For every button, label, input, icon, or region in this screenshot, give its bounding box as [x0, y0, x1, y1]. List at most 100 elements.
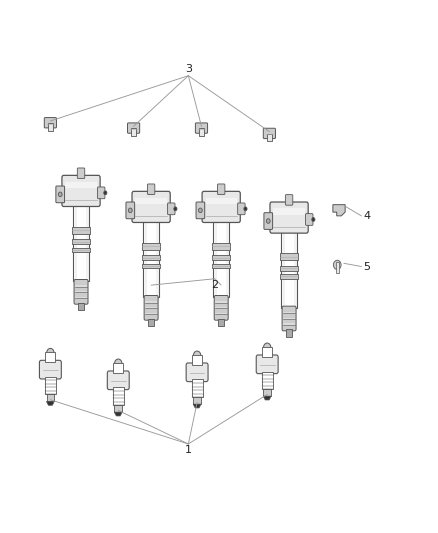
Bar — [145, 313, 157, 314]
FancyBboxPatch shape — [264, 213, 272, 229]
Bar — [273, 208, 305, 215]
Bar — [218, 319, 224, 326]
Bar — [283, 312, 295, 313]
FancyBboxPatch shape — [186, 363, 208, 382]
Bar — [75, 297, 87, 298]
Circle shape — [244, 207, 247, 211]
FancyBboxPatch shape — [98, 187, 105, 199]
Circle shape — [198, 208, 202, 213]
Bar — [286, 329, 292, 337]
Circle shape — [128, 208, 132, 213]
Bar — [280, 266, 298, 271]
Circle shape — [47, 349, 54, 357]
Bar — [72, 239, 90, 244]
Bar — [215, 313, 227, 314]
Bar — [265, 348, 269, 357]
Bar — [135, 198, 167, 204]
Bar — [263, 389, 271, 396]
Polygon shape — [193, 404, 201, 408]
Bar — [267, 134, 272, 141]
Circle shape — [333, 260, 341, 270]
Text: 5: 5 — [364, 262, 371, 271]
Bar — [283, 231, 285, 308]
Circle shape — [174, 207, 177, 211]
FancyBboxPatch shape — [132, 191, 170, 222]
Bar — [46, 352, 55, 362]
Bar — [262, 347, 272, 357]
Bar — [113, 363, 123, 373]
FancyBboxPatch shape — [168, 203, 175, 215]
Text: 3: 3 — [185, 64, 192, 74]
FancyBboxPatch shape — [78, 168, 85, 179]
Bar — [195, 356, 199, 365]
FancyBboxPatch shape — [214, 295, 228, 320]
Bar — [283, 318, 295, 319]
Circle shape — [194, 351, 201, 360]
Bar — [49, 353, 52, 362]
Bar — [280, 253, 298, 260]
Bar — [212, 243, 230, 249]
Text: 2: 2 — [211, 280, 218, 290]
FancyBboxPatch shape — [218, 184, 225, 195]
Bar — [75, 285, 87, 287]
Bar — [46, 394, 54, 401]
FancyBboxPatch shape — [306, 214, 313, 225]
Bar — [86, 204, 89, 281]
Bar — [145, 301, 157, 303]
FancyBboxPatch shape — [148, 184, 155, 195]
Bar — [131, 128, 136, 136]
Bar — [192, 355, 202, 365]
Bar — [213, 220, 229, 297]
Bar — [78, 303, 84, 310]
Bar — [145, 307, 157, 309]
Bar — [212, 264, 230, 268]
Circle shape — [58, 192, 62, 197]
FancyBboxPatch shape — [263, 128, 276, 139]
Bar — [143, 220, 159, 297]
Text: 1: 1 — [185, 446, 192, 455]
Bar — [261, 372, 273, 389]
FancyBboxPatch shape — [107, 371, 129, 390]
Bar — [191, 379, 203, 397]
FancyBboxPatch shape — [127, 123, 140, 133]
Bar — [280, 274, 298, 279]
Bar — [215, 307, 227, 309]
Bar — [212, 255, 230, 260]
Text: 4: 4 — [364, 211, 371, 221]
Bar — [142, 264, 160, 268]
Circle shape — [312, 217, 315, 221]
Bar — [215, 301, 227, 303]
Polygon shape — [114, 412, 122, 416]
FancyBboxPatch shape — [196, 202, 205, 219]
Bar — [226, 220, 229, 297]
FancyBboxPatch shape — [39, 360, 61, 379]
Bar — [145, 220, 147, 297]
FancyBboxPatch shape — [256, 355, 278, 374]
Polygon shape — [263, 396, 271, 400]
Bar — [65, 182, 97, 188]
Bar — [281, 231, 297, 308]
FancyBboxPatch shape — [56, 186, 64, 203]
FancyBboxPatch shape — [44, 118, 57, 128]
FancyBboxPatch shape — [195, 123, 208, 133]
FancyBboxPatch shape — [144, 295, 158, 320]
Bar — [45, 377, 56, 394]
FancyBboxPatch shape — [126, 202, 134, 219]
Polygon shape — [46, 401, 54, 405]
Bar — [193, 397, 201, 404]
Bar — [72, 248, 90, 252]
Circle shape — [115, 359, 122, 368]
Bar — [75, 291, 87, 293]
Bar — [205, 198, 237, 204]
FancyBboxPatch shape — [282, 306, 296, 331]
Bar — [117, 364, 120, 373]
Bar — [148, 319, 154, 326]
Circle shape — [266, 219, 270, 223]
Bar — [199, 128, 204, 136]
Bar — [113, 387, 124, 405]
FancyBboxPatch shape — [74, 279, 88, 304]
Bar — [48, 123, 53, 131]
Bar — [142, 243, 160, 249]
Bar — [73, 204, 89, 281]
FancyBboxPatch shape — [286, 195, 293, 205]
